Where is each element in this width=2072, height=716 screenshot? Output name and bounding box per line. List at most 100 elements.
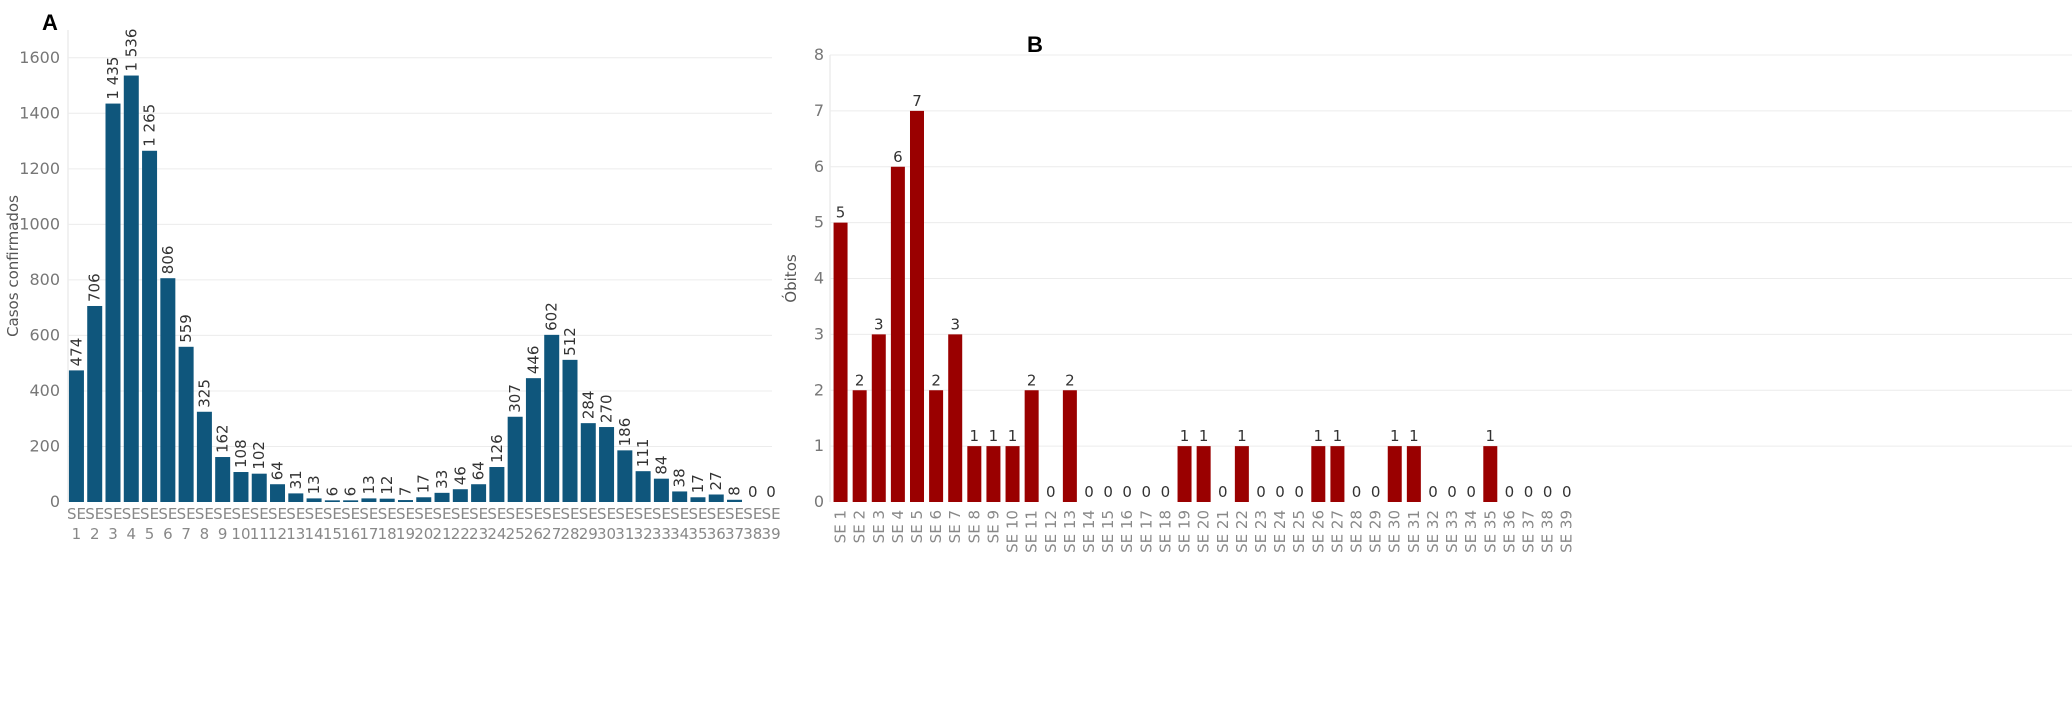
bar xyxy=(1234,446,1249,502)
data-label: 1 xyxy=(1409,427,1419,445)
data-label: 8 xyxy=(726,486,744,496)
bar xyxy=(178,346,194,502)
bar xyxy=(452,489,468,502)
x-tick-label: SE 18 xyxy=(378,505,397,543)
data-label: 0 xyxy=(1352,483,1362,501)
data-label: 46 xyxy=(451,466,469,485)
data-label: 1 xyxy=(1199,427,1209,445)
data-label: 706 xyxy=(86,273,104,302)
y-tick-label: 3 xyxy=(814,324,824,343)
x-tick-label: SE 10 xyxy=(1004,510,1022,553)
bar xyxy=(507,416,523,502)
x-tick-label: SE 36 xyxy=(707,505,726,543)
data-label: 307 xyxy=(506,384,524,413)
x-tick-label: SE 35 xyxy=(1481,510,1499,553)
data-label: 512 xyxy=(561,327,579,356)
x-tick-label: SE 31 xyxy=(615,505,634,543)
x-tick-label: SE 22 xyxy=(1233,510,1251,553)
x-tick-label: SE 24 xyxy=(1271,510,1289,553)
bar xyxy=(525,378,541,502)
x-tick-label: SE 34 xyxy=(670,505,689,543)
x-tick-label: SE 3 xyxy=(870,510,888,543)
data-label: 2 xyxy=(931,371,941,389)
x-tick-label: SE 35 xyxy=(688,505,707,543)
bar xyxy=(196,411,212,502)
data-label: 102 xyxy=(250,441,268,470)
data-label: 0 xyxy=(1505,483,1515,501)
data-label: 27 xyxy=(707,471,725,490)
data-label: 5 xyxy=(836,204,846,222)
bar xyxy=(361,498,377,502)
data-label: 0 xyxy=(1524,483,1534,501)
x-tick-label: SE 1 xyxy=(67,505,86,543)
x-tick-label: SE 32 xyxy=(1424,510,1442,553)
x-tick-label: SE 5 xyxy=(908,510,926,543)
data-label: 6 xyxy=(893,148,903,166)
bar xyxy=(1177,446,1192,502)
data-label: 0 xyxy=(748,483,758,501)
x-tick-label: SE 14 xyxy=(305,505,324,543)
y-tick-label: 2 xyxy=(814,380,824,399)
x-tick-label: SE 4 xyxy=(122,505,141,543)
data-label: 0 xyxy=(1466,483,1476,501)
bar xyxy=(653,478,669,502)
bar xyxy=(544,334,560,502)
y-tick-label: 7 xyxy=(814,101,824,120)
bar xyxy=(251,473,267,502)
data-label: 1 435 xyxy=(104,57,122,100)
y-axis-label: Óbitos xyxy=(781,254,800,303)
bar xyxy=(105,103,121,502)
data-label: 559 xyxy=(177,314,195,343)
y-tick-label: 1400 xyxy=(19,103,60,122)
bar xyxy=(1330,446,1345,502)
bar xyxy=(967,446,982,502)
bar xyxy=(690,497,706,502)
data-label: 17 xyxy=(689,474,707,493)
data-label: 64 xyxy=(470,461,488,480)
x-tick-label: SE 31 xyxy=(1405,510,1423,553)
x-tick-label: SE 13 xyxy=(286,505,305,543)
bar xyxy=(306,498,322,502)
x-tick-label: SE 38 xyxy=(743,505,762,543)
x-tick-label: SE 26 xyxy=(524,505,543,543)
bar xyxy=(617,450,633,502)
y-tick-label: 1600 xyxy=(19,48,60,67)
data-label: 7 xyxy=(396,487,414,497)
data-label: 1 536 xyxy=(122,29,140,72)
x-tick-label: SE 27 xyxy=(542,505,561,543)
data-label: 0 xyxy=(1103,483,1113,501)
bar xyxy=(929,390,944,502)
data-label: 13 xyxy=(305,475,323,494)
data-label: 2 xyxy=(855,371,865,389)
bar xyxy=(142,150,158,502)
x-tick-label: SE 9 xyxy=(213,505,232,543)
y-tick-label: 5 xyxy=(814,213,824,232)
y-tick-label: 800 xyxy=(29,270,60,289)
x-tick-label: SE 10 xyxy=(231,505,250,543)
bar xyxy=(599,427,615,502)
bar xyxy=(580,423,596,502)
data-label: 0 xyxy=(1161,483,1171,501)
x-tick-label: SE 36 xyxy=(1500,510,1518,553)
bar xyxy=(708,494,724,502)
x-tick-label: SE 32 xyxy=(634,505,653,543)
bar xyxy=(270,484,286,502)
bar xyxy=(471,484,487,502)
x-tick-label: SE 16 xyxy=(1118,510,1136,553)
data-label: 0 xyxy=(1142,483,1152,501)
y-tick-label: 400 xyxy=(29,381,60,400)
data-label: 0 xyxy=(1084,483,1094,501)
bar xyxy=(288,493,304,502)
y-tick-label: 600 xyxy=(29,325,60,344)
data-label: 2 xyxy=(1065,371,1075,389)
x-tick-label: SE 37 xyxy=(725,505,744,543)
x-tick-label: SE 5 xyxy=(140,505,159,543)
x-tick-label: SE 27 xyxy=(1328,510,1346,553)
x-tick-label: SE 11 xyxy=(250,505,269,543)
bar xyxy=(948,334,963,502)
x-tick-label: SE 6 xyxy=(158,505,177,543)
x-tick-label: SE 15 xyxy=(323,505,342,543)
bar xyxy=(1387,446,1402,502)
bar xyxy=(562,359,578,502)
